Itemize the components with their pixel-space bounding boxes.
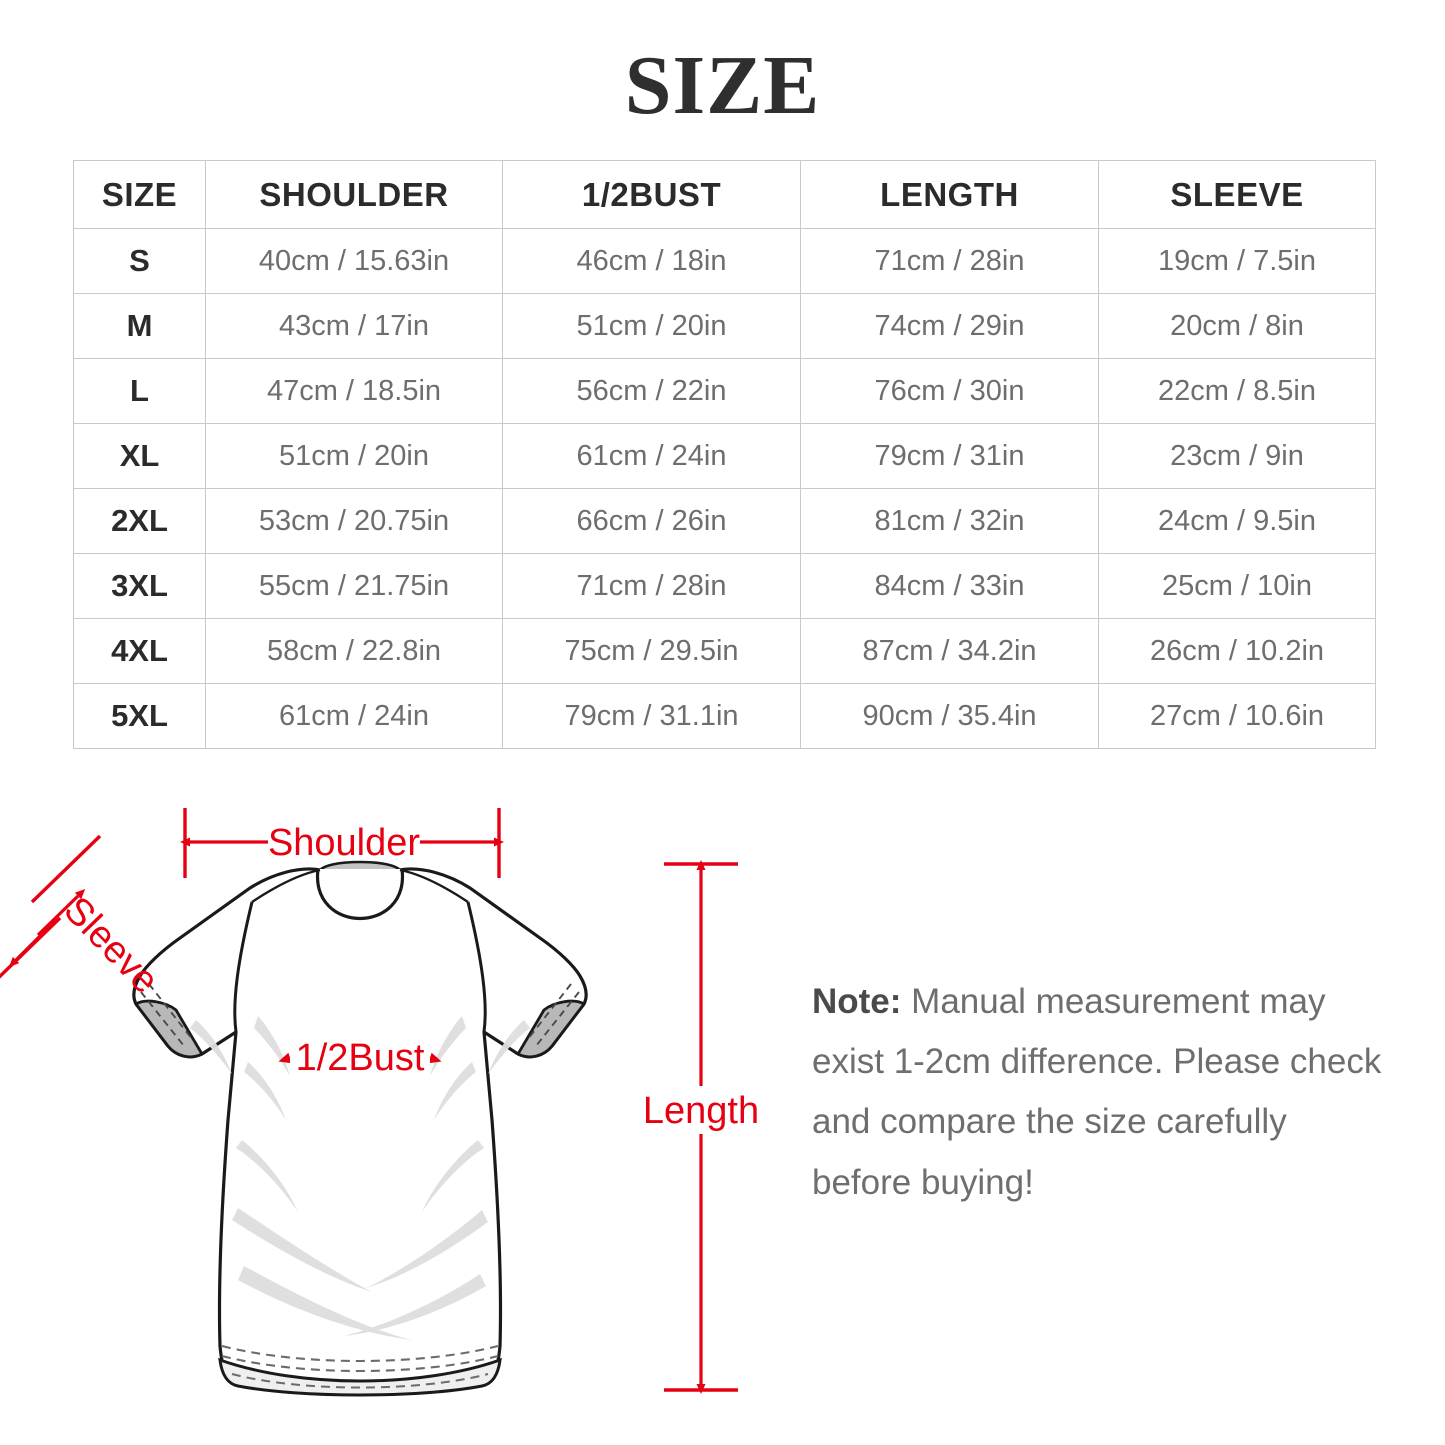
cell-size: 3XL [73,553,206,619]
table-row: S 40cm / 15.63in 46cm / 18in 71cm / 28in… [73,228,1376,294]
cell-sleeve: 20cm / 8in [1098,293,1376,359]
cell-shoulder: 51cm / 20in [205,423,503,489]
cell-bust: 71cm / 28in [502,553,801,619]
cell-sleeve: 19cm / 7.5in [1098,228,1376,294]
bust-label: 1/2Bust [296,1037,425,1079]
cell-length: 79cm / 31in [800,423,1099,489]
note-prefix: Note: [812,982,902,1021]
cell-bust: 46cm / 18in [502,228,801,294]
cell-bust: 61cm / 24in [502,423,801,489]
cell-length: 90cm / 35.4in [800,683,1099,749]
cell-shoulder: 58cm / 22.8in [205,618,503,684]
cell-size: M [73,293,206,359]
cell-shoulder: 55cm / 21.75in [205,553,503,619]
cell-sleeve: 23cm / 9in [1098,423,1376,489]
cell-shoulder: 47cm / 18.5in [205,358,503,424]
cell-shoulder: 40cm / 15.63in [205,228,503,294]
shoulder-measurement-annotation: Shoulder [180,808,504,878]
page-title: SIZE [624,39,821,132]
cell-bust: 66cm / 26in [502,488,801,554]
bust-measurement-annotation: 1/2Bust [278,1037,442,1079]
table-row: M 43cm / 17in 51cm / 20in 74cm / 29in 20… [73,293,1376,359]
table-row: 3XL 55cm / 21.75in 71cm / 28in 84cm / 33… [73,553,1376,619]
cell-length: 84cm / 33in [800,553,1099,619]
cell-length: 76cm / 30in [800,358,1099,424]
cell-size: S [73,228,206,294]
measurement-diagram: Shoulder Sleeve 1/2Bust [0,770,800,1430]
cell-shoulder: 61cm / 24in [205,683,503,749]
cell-sleeve: 22cm / 8.5in [1098,358,1376,424]
cell-sleeve: 24cm / 9.5in [1098,488,1376,554]
cell-size: XL [73,423,206,489]
sleeve-measurement-annotation: Sleeve [0,834,167,1002]
column-header-bust: 1/2BUST [502,160,801,229]
column-header-length: LENGTH [800,160,1099,229]
cell-size: 5XL [73,683,206,749]
note-body: Manual measurement may exist 1-2cm diffe… [812,982,1382,1202]
table-row: L 47cm / 18.5in 56cm / 22in 76cm / 30in … [73,358,1376,424]
table-row: 4XL 58cm / 22.8in 75cm / 29.5in 87cm / 3… [73,618,1376,684]
cell-size: L [73,358,206,424]
cell-length: 71cm / 28in [800,228,1099,294]
column-header-sleeve: SLEEVE [1098,160,1376,229]
cell-bust: 79cm / 31.1in [502,683,801,749]
note-text: Note: Manual measurement may exist 1-2cm… [812,972,1392,1213]
shoulder-label: Shoulder [268,822,420,864]
cell-bust: 51cm / 20in [502,293,801,359]
column-header-shoulder: SHOULDER [205,160,503,229]
cell-size: 2XL [73,488,206,554]
cell-length: 81cm / 32in [800,488,1099,554]
column-header-size: SIZE [73,160,206,229]
cell-sleeve: 26cm / 10.2in [1098,618,1376,684]
cell-shoulder: 53cm / 20.75in [205,488,503,554]
table-header-row: SIZE SHOULDER 1/2BUST LENGTH SLEEVE [73,160,1376,229]
cell-size: 4XL [73,618,206,684]
cell-bust: 75cm / 29.5in [502,618,801,684]
tshirt-illustration [132,860,588,1397]
cell-length: 87cm / 34.2in [800,618,1099,684]
cell-shoulder: 43cm / 17in [205,293,503,359]
size-table: SIZE SHOULDER 1/2BUST LENGTH SLEEVE S 40… [73,160,1376,749]
table-row: 5XL 61cm / 24in 79cm / 31.1in 90cm / 35.… [73,683,1376,749]
length-label: Length [643,1090,759,1132]
cell-length: 74cm / 29in [800,293,1099,359]
cell-sleeve: 27cm / 10.6in [1098,683,1376,749]
length-measurement-annotation: Length [643,860,759,1394]
cell-sleeve: 25cm / 10in [1098,553,1376,619]
table-row: 2XL 53cm / 20.75in 66cm / 26in 81cm / 32… [73,488,1376,554]
table-row: XL 51cm / 20in 61cm / 24in 79cm / 31in 2… [73,423,1376,489]
sleeve-label: Sleeve [56,889,167,1002]
cell-bust: 56cm / 22in [502,358,801,424]
